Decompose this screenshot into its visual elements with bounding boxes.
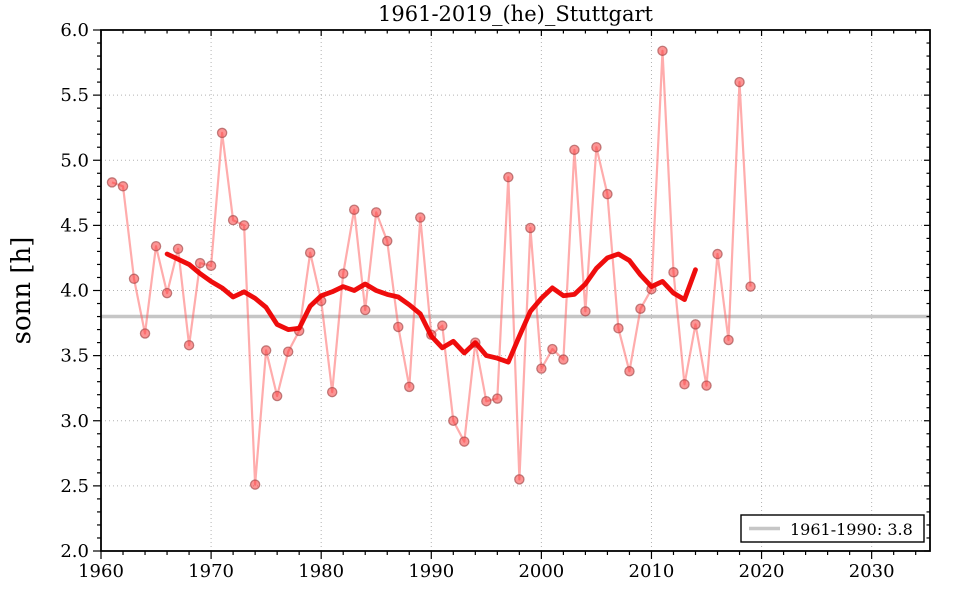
data-point xyxy=(238,220,250,231)
data-point xyxy=(701,380,712,391)
x-tick-label: 1990 xyxy=(408,561,454,582)
data-point xyxy=(723,334,734,346)
data-point xyxy=(591,141,602,153)
data-point xyxy=(150,240,162,252)
data-point xyxy=(139,328,151,339)
data-point xyxy=(679,379,690,390)
data-point xyxy=(437,320,448,331)
data-point xyxy=(282,346,294,357)
y-tick-label: 4.5 xyxy=(60,215,89,236)
data-point xyxy=(657,45,668,57)
data-point xyxy=(381,235,393,247)
x-tick-label: 1970 xyxy=(188,561,234,582)
y-tick-label: 3.5 xyxy=(60,346,89,367)
data-point xyxy=(459,436,470,447)
y-tick-label: 2.0 xyxy=(60,541,89,562)
data-point xyxy=(337,268,349,279)
data-point xyxy=(514,474,525,485)
data-point xyxy=(393,321,404,333)
data-point xyxy=(370,207,382,218)
data-point xyxy=(271,390,283,402)
data-point xyxy=(503,171,514,183)
data-point xyxy=(525,222,536,234)
data-point xyxy=(712,248,723,260)
trend-line xyxy=(164,251,698,365)
data-point xyxy=(547,343,558,355)
data-point xyxy=(602,188,613,200)
data-point xyxy=(106,177,118,188)
data-point xyxy=(448,415,459,426)
data-point xyxy=(745,281,756,292)
y-tick-label: 4.0 xyxy=(60,281,89,302)
data-point xyxy=(172,243,184,255)
data-point xyxy=(613,323,624,334)
data-point xyxy=(558,354,569,365)
data-point xyxy=(492,393,503,404)
y-tick-label: 6.0 xyxy=(60,20,89,41)
y-axis-label: sonn [h] xyxy=(7,237,37,345)
data-point xyxy=(580,306,591,317)
data-point xyxy=(260,345,272,356)
data-point xyxy=(304,247,316,258)
plot-frame xyxy=(100,29,931,552)
data-point xyxy=(481,395,492,407)
data-point xyxy=(161,287,173,299)
x-tick-label: 2010 xyxy=(629,561,675,582)
x-tick-label: 2020 xyxy=(739,561,785,582)
data-point xyxy=(690,319,701,330)
data-point xyxy=(635,303,646,314)
x-tick-label: 2000 xyxy=(518,561,564,582)
data-point xyxy=(205,260,217,272)
data-point xyxy=(734,76,745,88)
y-tick-label: 2.5 xyxy=(60,476,89,497)
data-point xyxy=(569,144,580,156)
data-point xyxy=(668,267,679,278)
x-tick-label: 2030 xyxy=(849,561,895,582)
x-tick-label: 1960 xyxy=(78,561,124,582)
data-point xyxy=(359,304,371,316)
data-point xyxy=(128,273,140,285)
data-point xyxy=(415,212,426,223)
data-point xyxy=(326,386,338,398)
y-tick-label: 3.0 xyxy=(60,411,89,432)
data-point xyxy=(624,366,635,377)
data-point xyxy=(227,214,239,226)
data-point xyxy=(216,127,228,139)
data-point xyxy=(117,181,129,192)
y-tick-label: 5.0 xyxy=(60,150,89,171)
data-point xyxy=(536,363,547,374)
data-point xyxy=(249,479,261,490)
data-point xyxy=(183,339,195,351)
y-tick-label: 5.5 xyxy=(60,85,89,106)
data-point xyxy=(404,381,415,393)
legend-label: 1961-1990: 3.8 xyxy=(790,520,913,539)
data-point xyxy=(194,257,206,269)
data-point xyxy=(348,204,360,215)
chart-title: 1961-2019_(he)_Stuttgart xyxy=(378,2,654,26)
x-tick-label: 1980 xyxy=(298,561,344,582)
